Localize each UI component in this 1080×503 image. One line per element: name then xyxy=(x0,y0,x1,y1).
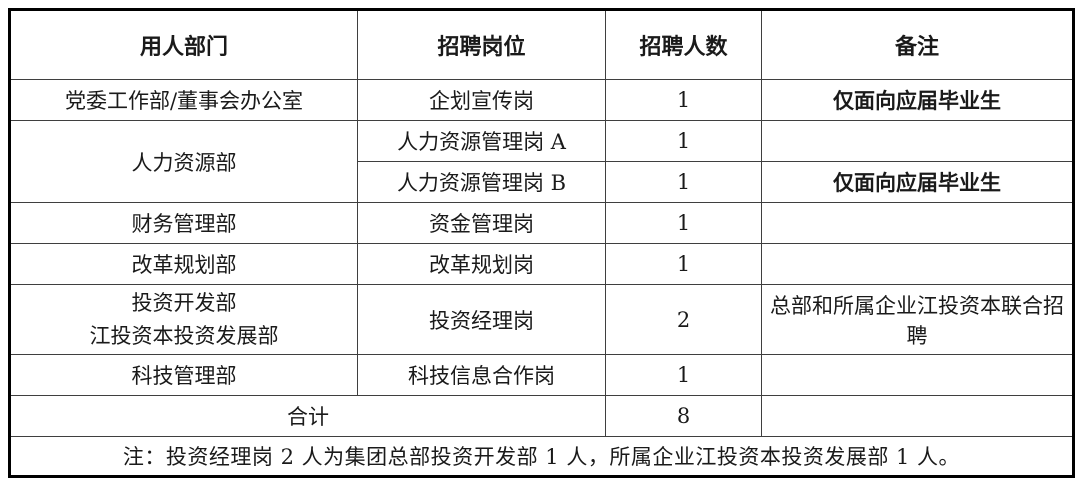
cell-department: 财务管理部 xyxy=(9,202,358,244)
total-remark xyxy=(761,395,1074,438)
table-row: 财务管理部 资金管理岗 1 xyxy=(9,202,1074,244)
table-row: 投资开发部 江投资本投资发展部 投资经理岗 2 总部和所属企业江投资本联合招聘 xyxy=(9,283,1074,356)
cell-department: 投资开发部 江投资本投资发展部 xyxy=(9,283,358,356)
header-remark: 备注 xyxy=(761,9,1074,80)
cell-department: 科技管理部 xyxy=(9,354,358,397)
cell-remark xyxy=(761,243,1074,285)
cell-count: 2 xyxy=(605,283,762,356)
total-row: 合计 8 xyxy=(9,395,1074,438)
cell-position: 人力资源管理岗 A xyxy=(357,120,606,162)
cell-count: 1 xyxy=(605,354,762,397)
header-count: 招聘人数 xyxy=(605,9,762,80)
cell-department: 党委工作部/董事会办公室 xyxy=(9,79,358,121)
total-count: 8 xyxy=(605,395,762,438)
cell-position: 人力资源管理岗 B xyxy=(357,161,606,203)
cell-remark xyxy=(761,354,1074,397)
footnote-row: 注：投资经理岗 2 人为集团总部投资开发部 1 人，所属企业江投资本投资发展部 … xyxy=(9,436,1074,478)
cell-remark: 总部和所属企业江投资本联合招聘 xyxy=(761,283,1074,356)
cell-position: 科技信息合作岗 xyxy=(357,354,606,397)
footnote: 注：投资经理岗 2 人为集团总部投资开发部 1 人，所属企业江投资本投资发展部 … xyxy=(9,436,1074,478)
table-row: 改革规划部 改革规划岗 1 xyxy=(9,243,1074,285)
table-row: 人力资源部 人力资源管理岗 A 1 xyxy=(9,120,1074,203)
cell-remark xyxy=(761,120,1074,162)
cell-position: 投资经理岗 xyxy=(357,283,606,356)
recruitment-table: 用人部门 招聘岗位 招聘人数 备注 党委工作部/董事会办公室 企划宣传岗 1 仅… xyxy=(8,8,1075,479)
cell-count: 1 xyxy=(605,79,762,121)
total-label: 合计 xyxy=(9,395,606,438)
cell-remark xyxy=(761,202,1074,244)
cell-position: 资金管理岗 xyxy=(357,202,606,244)
header-row: 用人部门 招聘岗位 招聘人数 备注 xyxy=(9,9,1074,80)
cell-count: 1 xyxy=(605,202,762,244)
table-row: 科技管理部 科技信息合作岗 1 xyxy=(9,354,1074,397)
cell-count: 1 xyxy=(605,120,762,162)
cell-department-merged: 人力资源部 xyxy=(9,120,358,203)
table-row: 人力资源管理岗 B 1 仅面向应届毕业生 xyxy=(10,161,1074,203)
header-position: 招聘岗位 xyxy=(357,9,606,80)
table-row: 党委工作部/董事会办公室 企划宣传岗 1 仅面向应届毕业生 xyxy=(9,79,1074,121)
cell-remark: 仅面向应届毕业生 xyxy=(761,79,1074,121)
cell-department: 改革规划部 xyxy=(9,243,358,285)
cell-remark: 仅面向应届毕业生 xyxy=(761,161,1074,203)
header-department: 用人部门 xyxy=(9,9,358,80)
cell-count: 1 xyxy=(605,161,762,203)
cell-position: 改革规划岗 xyxy=(357,243,606,285)
cell-position: 企划宣传岗 xyxy=(357,79,606,121)
cell-count: 1 xyxy=(605,243,762,285)
recruitment-table-container: 用人部门 招聘岗位 招聘人数 备注 党委工作部/董事会办公室 企划宣传岗 1 仅… xyxy=(8,8,1075,479)
